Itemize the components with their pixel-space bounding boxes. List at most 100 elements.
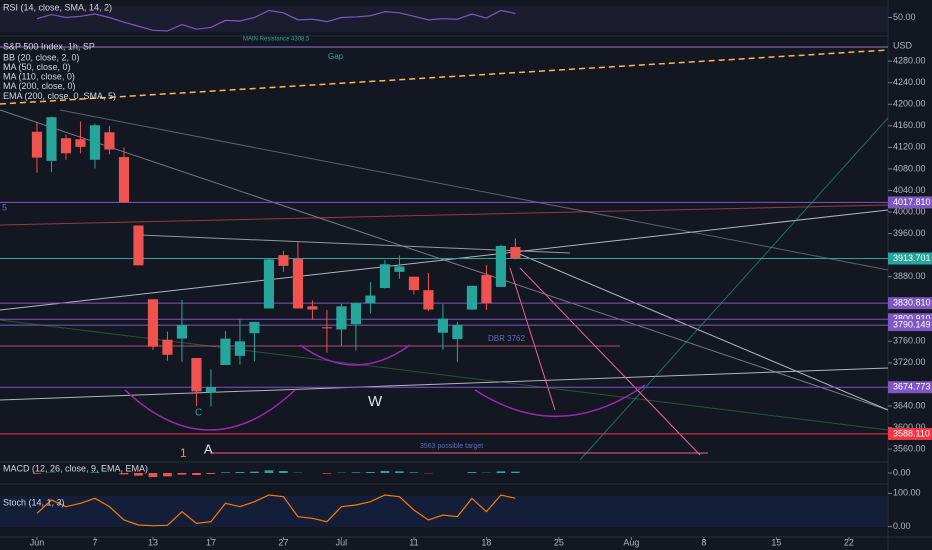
candle-body — [307, 306, 318, 310]
x-tick-label: 11 — [409, 537, 418, 547]
histogram-bar — [90, 472, 100, 473]
currency-label: USD — [893, 40, 913, 50]
candle-body — [452, 325, 463, 340]
candle-body — [104, 132, 115, 150]
candle-body — [234, 341, 246, 356]
candle-body — [365, 295, 376, 304]
panel-title: MACD (12, 26, close, 9, EMA, EMA) — [3, 463, 148, 473]
price-tag-label: 3790.149 — [893, 319, 931, 329]
candle-body — [162, 339, 173, 355]
y-tick-label: 4120.00 — [893, 142, 926, 152]
chart-title: S&P 500 Index, 1h, SP — [3, 41, 95, 51]
y-tick-label: 100.00 — [893, 488, 921, 498]
y-tick-label: 4200.00 — [893, 99, 926, 109]
indicator-legend: MA (200, close, 0) — [3, 81, 76, 91]
price-tag-label: 3800.910 — [893, 314, 931, 324]
histogram-bar — [177, 473, 187, 475]
x-tick-label: Jun — [30, 537, 45, 547]
candle-body — [408, 276, 419, 291]
candle-body — [481, 275, 492, 304]
candle-body — [176, 325, 188, 339]
candle-body — [249, 321, 260, 334]
price-tag — [888, 319, 932, 332]
histogram-bar — [221, 472, 230, 473]
candle-body — [75, 139, 86, 147]
candle-body — [510, 247, 521, 259]
x-tick-label: Aug — [623, 537, 639, 547]
annotation: 5 — [2, 202, 7, 212]
indicator-legend: MA (50, close, 0) — [3, 62, 71, 72]
candle-body — [31, 131, 43, 158]
x-tick-label: 25 — [554, 537, 564, 547]
candle-body — [292, 258, 304, 309]
y-tick-label: 4240.00 — [893, 77, 926, 87]
annotation: A — [204, 441, 213, 456]
histogram-bar — [148, 473, 158, 477]
candle-body — [147, 299, 159, 347]
y-tick-label: 3880.00 — [893, 271, 926, 281]
x-tick-label: 8 — [701, 537, 706, 547]
histogram-bar — [322, 473, 332, 474]
candle-body — [46, 117, 57, 161]
y-tick-label: 0.00 — [893, 467, 911, 477]
histogram-bar — [192, 473, 201, 475]
price-tag — [888, 381, 932, 394]
candle-body — [437, 318, 448, 333]
histogram-bar — [235, 472, 245, 473]
histogram-bar — [32, 473, 42, 474]
x-tick-label: 13 — [148, 537, 158, 547]
x-tick-label: 18 — [481, 537, 491, 547]
price-tag — [888, 427, 932, 440]
candle-body — [220, 338, 231, 366]
y-tick-label: 4000.00 — [893, 206, 926, 216]
indicator-legend: BB (20, close, 2, 0) — [3, 52, 80, 62]
candle-body — [89, 125, 101, 160]
histogram-bar — [206, 473, 216, 474]
price-tag-label: 3830.810 — [893, 298, 931, 308]
histogram-bar — [119, 473, 129, 475]
candle-body — [423, 290, 434, 310]
annotation: DBR 3762 — [488, 334, 525, 343]
annotation: Gap — [328, 52, 344, 61]
y-tick-label: 3600.00 — [893, 422, 926, 432]
price-tag-label: 3913.701 — [893, 253, 931, 263]
candle-body — [379, 264, 390, 288]
histogram-bar — [163, 473, 172, 477]
x-tick-label: 7 — [92, 537, 97, 547]
x-tick-label: Jul — [336, 537, 348, 547]
x-tick-label: 15 — [771, 537, 781, 547]
y-tick-label: 4040.00 — [893, 185, 926, 195]
histogram-bar — [395, 471, 404, 473]
price-tag-label: 4017.810 — [893, 197, 931, 207]
annotation: MAIN Resistance 4308.5 — [243, 37, 310, 43]
histogram-bar — [279, 471, 288, 473]
panel-title: RSI (14, close, SMA, 14, 2) — [3, 2, 112, 12]
x-tick-label: 17 — [206, 537, 216, 547]
price-tag — [888, 252, 932, 265]
candle-body — [60, 138, 72, 154]
y-tick-label: 50.00 — [893, 12, 916, 22]
candle-body — [350, 303, 361, 325]
candle-body — [495, 245, 506, 287]
histogram-bar — [250, 471, 259, 473]
annotation: 3563 possible target — [420, 443, 483, 450]
candle-body — [133, 225, 144, 266]
histogram-bar — [496, 471, 506, 473]
indicator-line — [36, 494, 516, 527]
price-tag-label: 3674.773 — [893, 382, 931, 392]
y-tick-label: 3960.00 — [893, 228, 926, 238]
annotation: 1 — [180, 446, 187, 460]
candle-body — [205, 387, 217, 393]
price-tag-label: 3588.110 — [893, 428, 930, 438]
y-tick-label: 4280.00 — [893, 56, 926, 66]
candle-body — [263, 259, 275, 309]
candle-body — [278, 255, 289, 266]
x-tick-label: 27 — [278, 537, 288, 547]
candle-body — [118, 157, 130, 203]
candle-body — [191, 358, 202, 392]
price-tag — [888, 196, 932, 209]
y-tick-label: 3640.00 — [893, 400, 926, 410]
